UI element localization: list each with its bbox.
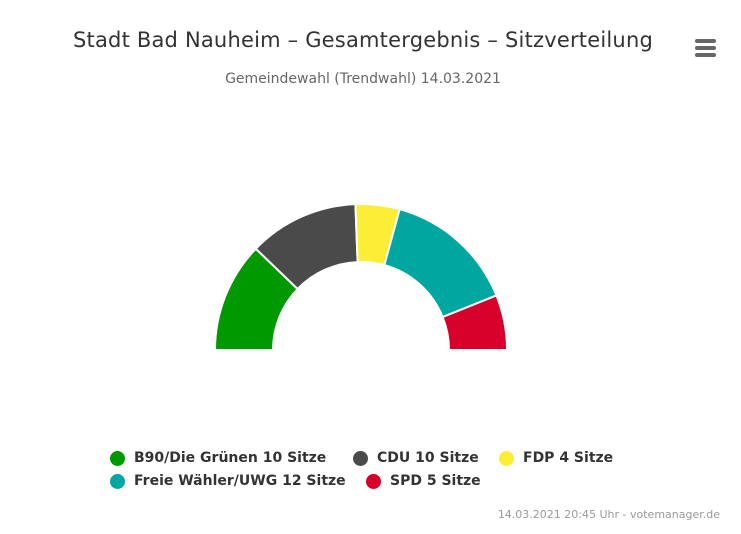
legend-dot-icon [110,450,125,466]
legend-item-b90-die-gr-nen[interactable]: B90/Die Grünen 10 Sitze [110,450,326,466]
legend-dot-icon [110,473,125,489]
legend-dot-icon [499,450,514,466]
slice-spd[interactable] [441,294,509,351]
hamburger-menu-icon[interactable] [692,36,720,60]
legend-item-freie-w-hler-uwg[interactable]: Freie Wähler/UWG 12 Sitze [110,473,346,489]
menu-bar [695,53,716,57]
legend-item-spd[interactable]: SPD 5 Sitze [366,473,481,489]
legend-label: Freie Wähler/UWG 12 Sitze [134,473,346,489]
legend-dot-icon [353,450,368,466]
menu-bar [695,46,716,50]
legend-label: B90/Die Grünen 10 Sitze [134,450,327,466]
legend-label: FDP 4 Sitze [523,450,614,466]
legend-label: CDU 10 Sitze [377,450,479,466]
credits-text[interactable]: 14.03.2021 20:45 Uhr - votemanager.de [497,508,720,521]
menu-bar [695,39,716,43]
legend-item-cdu[interactable]: CDU 10 Sitze [353,450,479,466]
legend-item-fdp[interactable]: FDP 4 Sitze [499,450,613,466]
slice-freie-w-hler-uwg[interactable] [383,207,498,319]
chart-subtitle: Gemeindewahl (Trendwahl) 14.03.2021 [225,71,501,87]
legend-label: SPD 5 Sitze [390,473,481,489]
legend-dot-icon [366,473,381,489]
chart-title: Stadt Bad Nauheim – Gesamtergebnis – Sit… [73,28,653,52]
